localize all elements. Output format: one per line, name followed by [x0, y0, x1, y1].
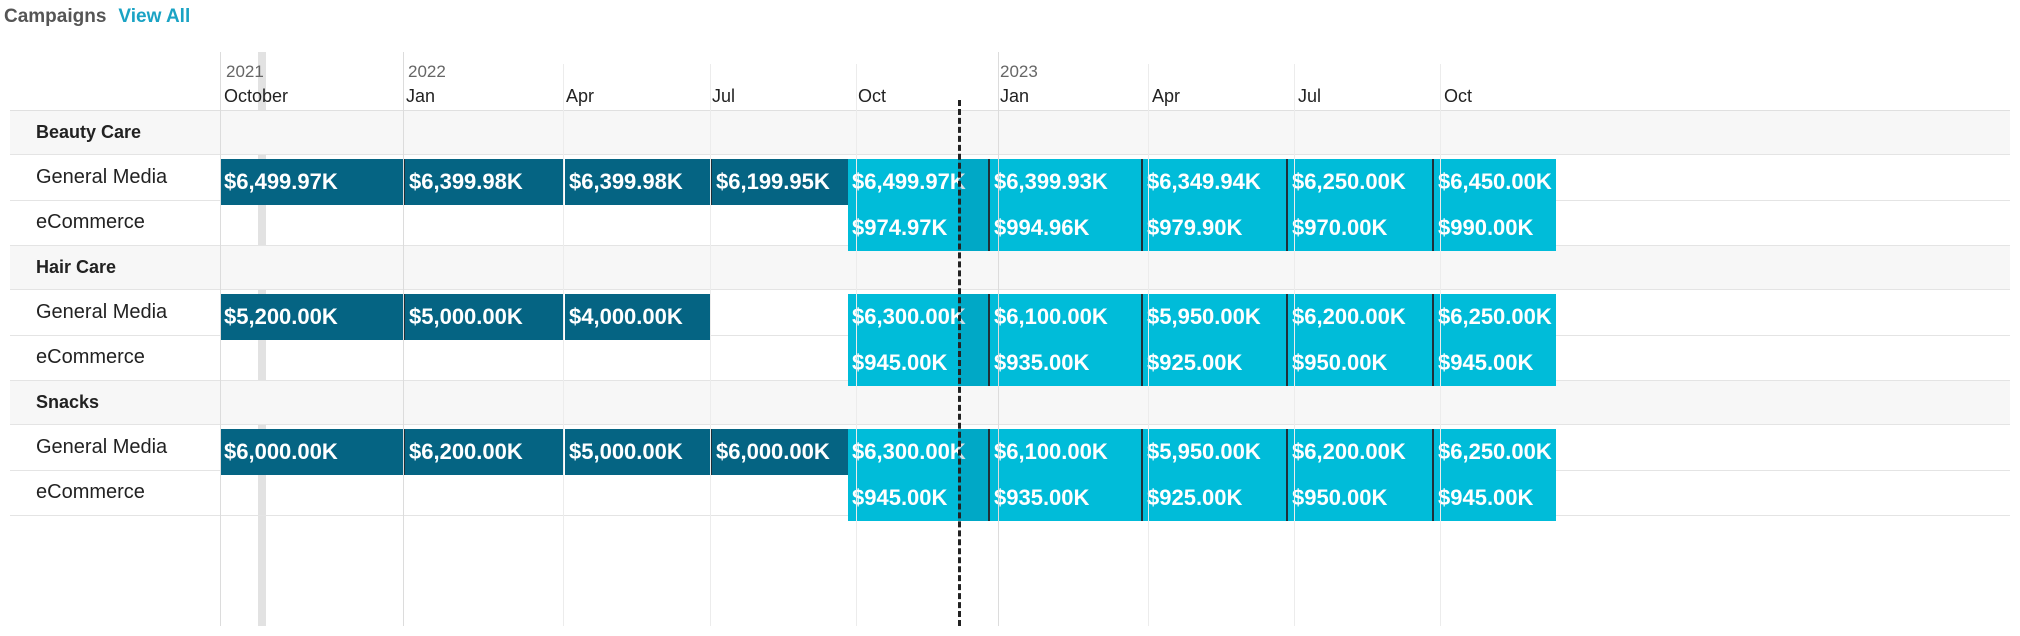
budget-bar-forecast[interactable]: $935.00K: [988, 474, 1141, 521]
group-label: Snacks: [36, 392, 100, 412]
budget-bar-actual[interactable]: $5,200.00K: [220, 294, 403, 340]
current-month-overlay: [958, 339, 988, 386]
channel-label: General Media: [36, 435, 168, 458]
campaign-row[interactable]: eCommerce $945.00K $935.00K $925.00K $950.00…: [10, 336, 2010, 386]
budget-bar-actual[interactable]: $6,200.00K: [403, 429, 563, 475]
budget-bar-forecast[interactable]: $970.00K: [1286, 204, 1432, 251]
month-label: Jul: [712, 86, 736, 106]
budget-bar-forecast[interactable]: $979.90K: [1141, 204, 1286, 251]
channel-label: eCommerce: [36, 211, 145, 234]
year-label: 2023: [1000, 62, 1038, 81]
campaign-row[interactable]: General Media $6,499.97K $6,399.98K $6,399.…: [10, 155, 2010, 205]
campaign-row[interactable]: eCommerce $945.00K $935.00K $925.00K $950.00…: [10, 471, 2010, 521]
budget-bar-forecast[interactable]: $994.96K: [988, 204, 1141, 251]
campaign-timeline: eCommerce $945.00K $935.00K $925.00K $950.00…: [10, 52, 2010, 626]
budget-bar-forecast[interactable]: $974.97K: [848, 204, 988, 251]
year-label: 2022: [408, 62, 446, 81]
today-marker: [958, 100, 961, 626]
budget-bar-forecast[interactable]: $6,349.94K: [1141, 159, 1286, 205]
grid-line: [1440, 64, 1441, 626]
month-label: Apr: [566, 86, 595, 106]
grid-line: [220, 52, 221, 626]
budget-bar-forecast[interactable]: $6,450.00K: [1432, 159, 1556, 205]
current-month-overlay: [958, 204, 988, 251]
budget-bar-actual[interactable]: $6,499.97K: [220, 159, 403, 205]
group-row: Beauty Care: [10, 111, 2010, 155]
budget-bar-actual[interactable]: $6,000.00K: [710, 429, 848, 475]
budget-bar-forecast[interactable]: $945.00K: [848, 474, 988, 521]
group-row: Snacks: [10, 381, 2010, 425]
budget-bar-forecast[interactable]: $950.00K: [1286, 474, 1432, 521]
month-label: Jul: [1298, 86, 1322, 106]
budget-bar-forecast[interactable]: $6,399.93K: [988, 159, 1141, 205]
campaigns-header: Campaigns View All: [4, 4, 190, 30]
current-month-overlay: [958, 474, 988, 521]
section-title: Campaigns: [4, 6, 107, 27]
channel-label: General Media: [36, 165, 168, 188]
timeline-axis: 2021 2022 2023 October Jan Apr Jul Oct Jan Apr Jul…: [10, 52, 2010, 111]
budget-bar-forecast[interactable]: $945.00K: [848, 339, 988, 386]
budget-bar-forecast[interactable]: $6,200.00K: [1286, 294, 1432, 340]
grid-line: [856, 64, 857, 626]
channel-label: eCommerce: [36, 481, 145, 504]
budget-bar-forecast[interactable]: $5,950.00K: [1141, 294, 1286, 340]
grid-line: [1294, 64, 1295, 626]
budget-bar-forecast[interactable]: $6,300.00K: [848, 429, 988, 475]
budget-bar-forecast[interactable]: $945.00K: [1432, 474, 1556, 521]
month-label: Apr: [1152, 86, 1181, 106]
group-label: Beauty Care: [36, 122, 142, 142]
budget-bar-forecast[interactable]: $6,250.00K: [1432, 294, 1556, 340]
budget-bar-forecast[interactable]: $990.00K: [1432, 204, 1556, 251]
budget-bar-forecast[interactable]: $6,250.00K: [1286, 159, 1432, 205]
budget-bar-forecast[interactable]: $5,950.00K: [1141, 429, 1286, 475]
budget-bar-forecast[interactable]: $950.00K: [1286, 339, 1432, 386]
budget-bar-actual[interactable]: $6,399.98K: [403, 159, 563, 205]
campaign-row[interactable]: General Media $5,200.00K $5,000.00K $4,000.…: [10, 290, 2010, 340]
budget-bar-forecast[interactable]: $925.00K: [1141, 474, 1286, 521]
budget-bar-actual[interactable]: $5,000.00K: [403, 294, 563, 340]
group-label: Hair Care: [36, 257, 117, 277]
budget-bar-forecast[interactable]: $6,300.00K: [848, 294, 988, 340]
channel-label: eCommerce: [36, 346, 145, 369]
grid-line: [998, 52, 999, 626]
group-row: Hair Care: [10, 246, 2010, 290]
current-month-overlay: [958, 159, 988, 205]
month-label: Oct: [858, 86, 887, 106]
year-label: 2021: [226, 62, 264, 81]
budget-bar-forecast[interactable]: $6,200.00K: [1286, 429, 1432, 475]
budget-bar-forecast[interactable]: $6,100.00K: [988, 429, 1141, 475]
budget-bar-actual[interactable]: $4,000.00K: [563, 294, 710, 340]
budget-bar-forecast[interactable]: $945.00K: [1432, 339, 1556, 386]
budget-bar-actual[interactable]: $6,000.00K: [220, 429, 403, 475]
grid-line: [1148, 64, 1149, 626]
view-all-link[interactable]: View All: [118, 6, 191, 27]
budget-bar-actual[interactable]: $6,399.98K: [563, 159, 710, 205]
current-month-overlay: [958, 294, 988, 340]
budget-bar-forecast[interactable]: $6,100.00K: [988, 294, 1141, 340]
budget-bar-forecast[interactable]: $935.00K: [988, 339, 1141, 386]
channel-label: General Media: [36, 300, 168, 323]
grid-line: [403, 52, 404, 626]
campaign-row[interactable]: eCommerce $974.97K $994.96K $979.90K $970.00…: [10, 201, 2010, 251]
month-label: Jan: [1000, 86, 1030, 106]
budget-bar-actual[interactable]: $5,000.00K: [563, 429, 710, 475]
current-month-overlay: [958, 429, 988, 475]
grid-line: [710, 64, 711, 626]
budget-bar-forecast[interactable]: $6,499.97K: [848, 159, 988, 205]
grid-line: [563, 64, 564, 626]
budget-bar-actual[interactable]: $6,199.95K: [710, 159, 848, 205]
month-label: October: [224, 86, 289, 106]
month-label: Jan: [406, 86, 436, 106]
budget-bar-forecast[interactable]: $6,250.00K: [1432, 429, 1556, 475]
campaign-row[interactable]: General Media $6,000.00K $6,200.00K $5,000.…: [10, 425, 2010, 475]
month-label: Oct: [1444, 86, 1473, 106]
budget-bar-forecast[interactable]: $925.00K: [1141, 339, 1286, 386]
